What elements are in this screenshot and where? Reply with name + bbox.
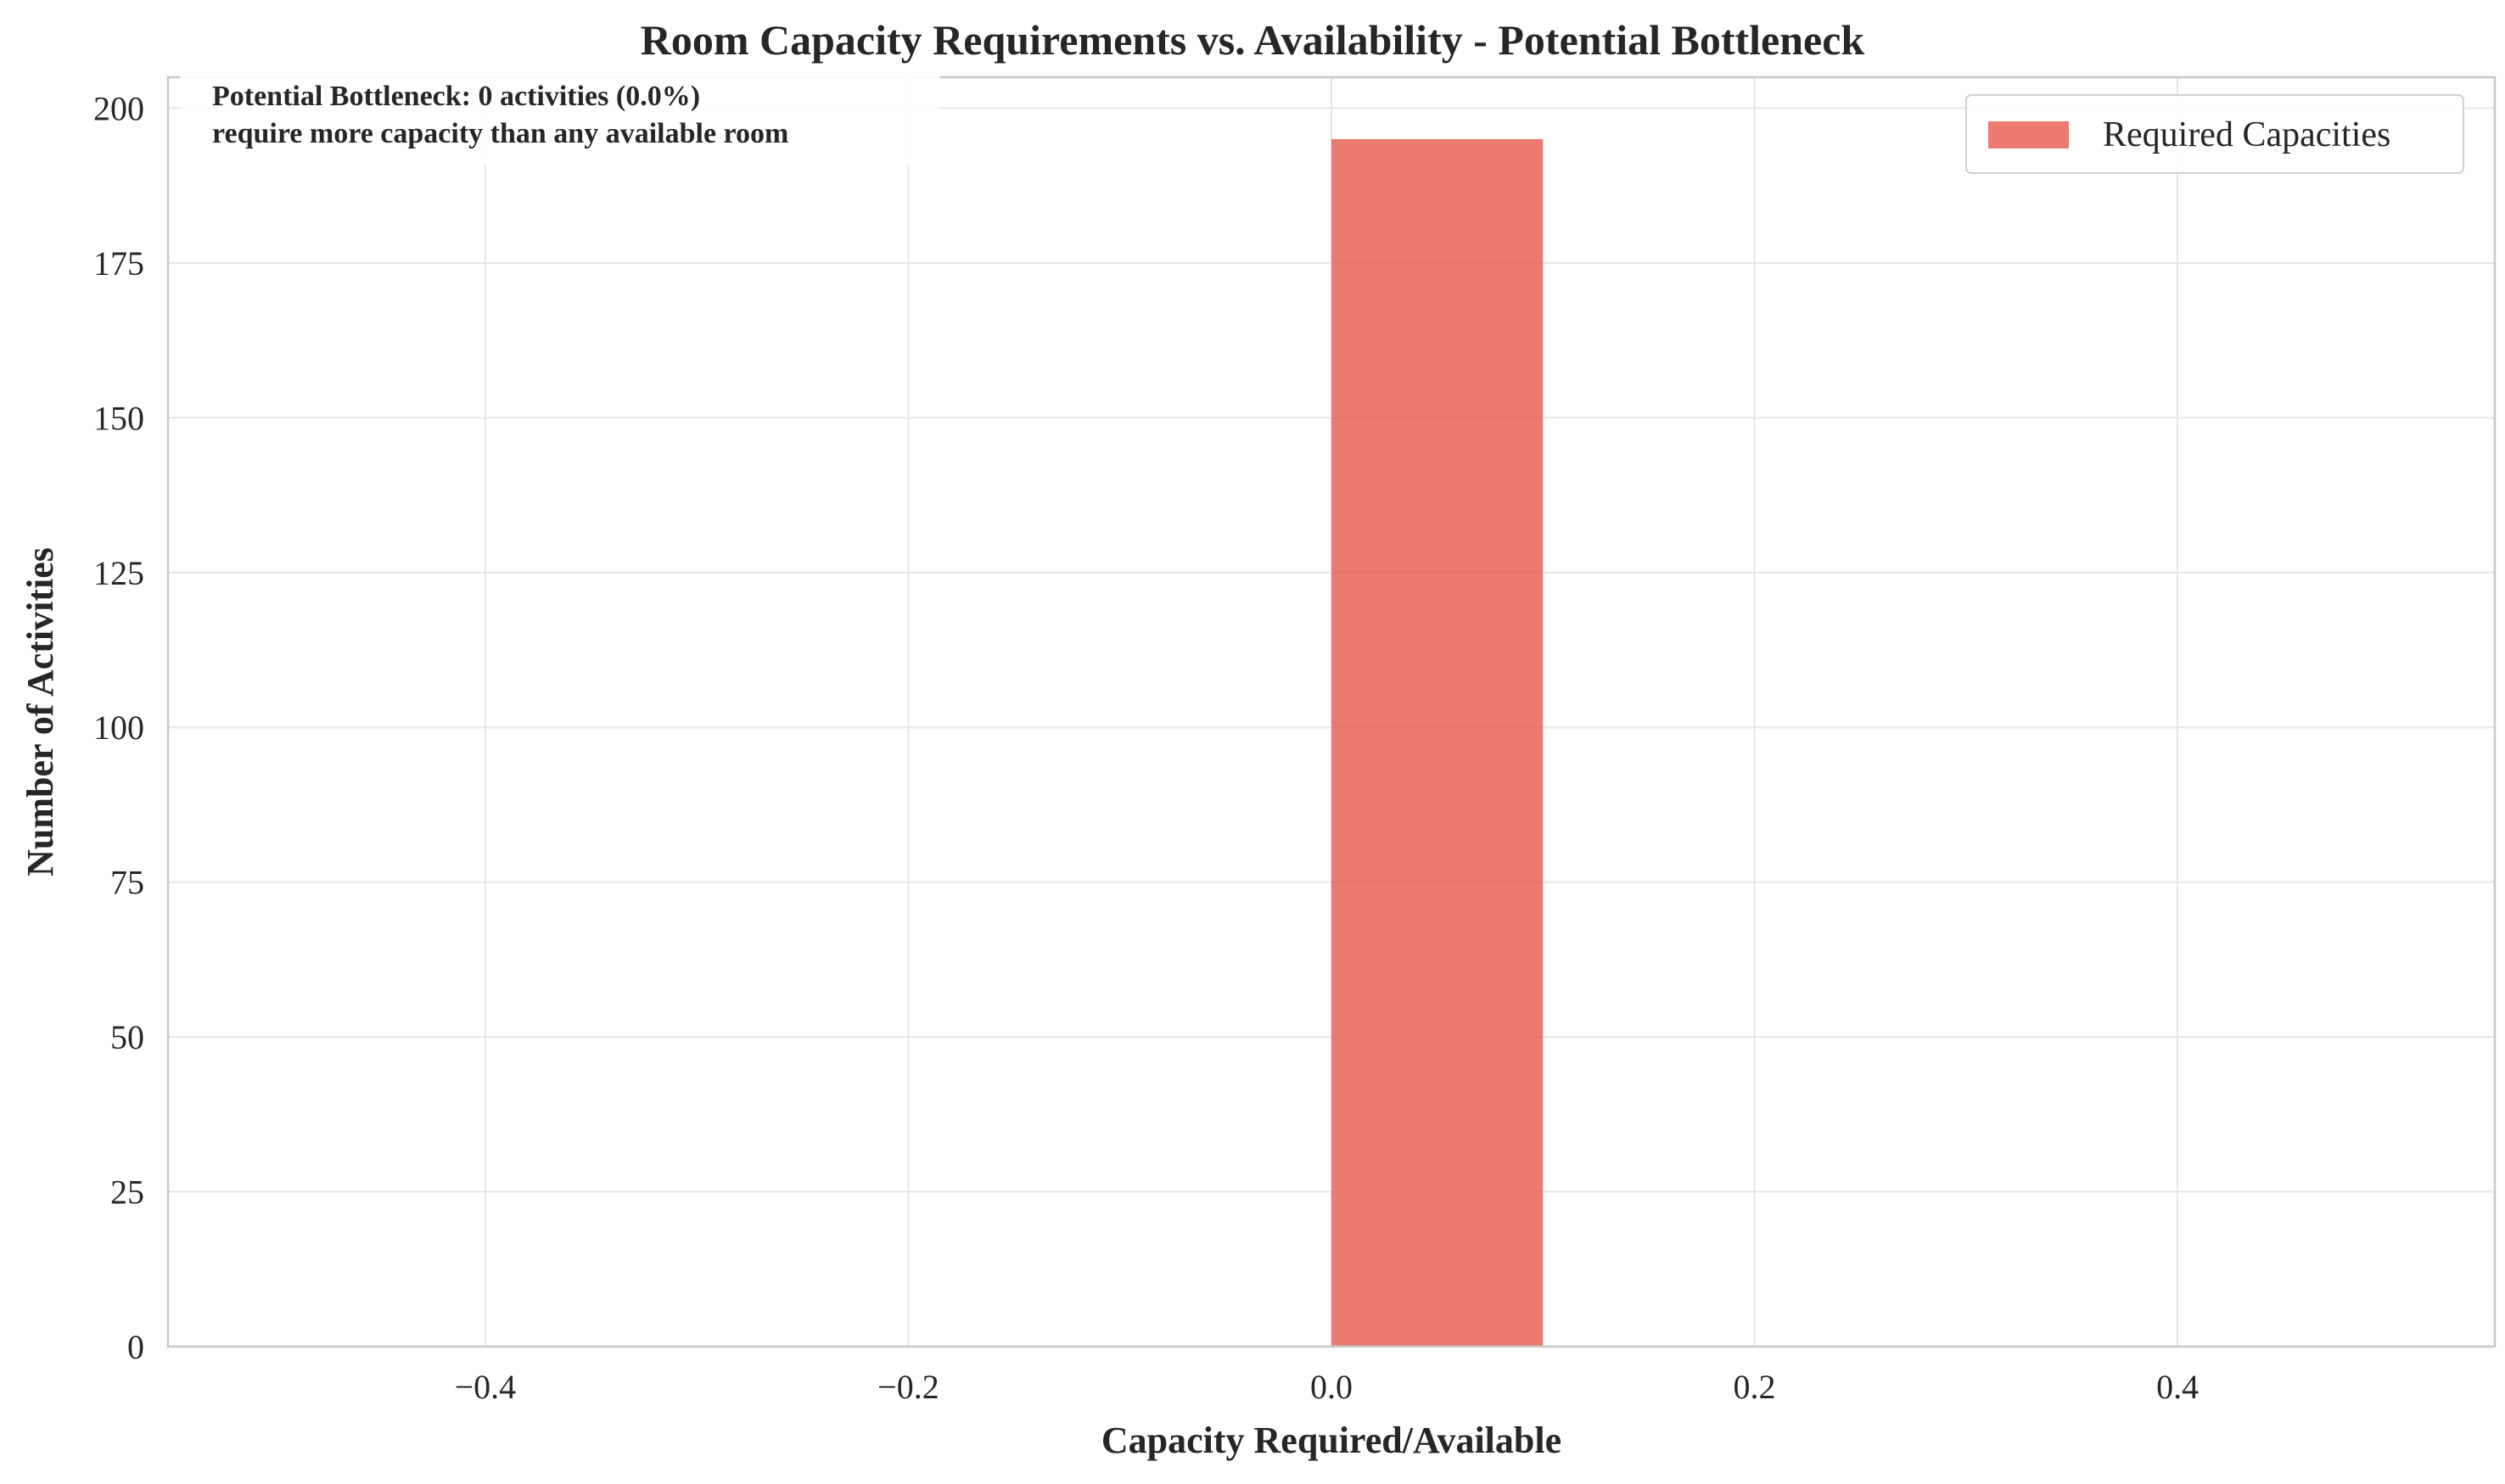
legend-swatch: [1988, 121, 2069, 148]
y-tick-label: 25: [110, 1173, 144, 1212]
y-tick-label: 0: [127, 1328, 144, 1366]
annotation-line-1: Potential Bottleneck: 0 activities (0.0%…: [212, 81, 700, 112]
y-tick-label: 125: [93, 554, 144, 592]
bars: [1331, 138, 1544, 1347]
y-tick-label: 200: [93, 89, 144, 127]
y-tick-label: 75: [110, 864, 144, 902]
annotation-box: Potential Bottleneck: 0 activities (0.0%…: [180, 71, 940, 165]
x-tick-label: −0.4: [455, 1368, 517, 1406]
chart-title: Room Capacity Requirements vs. Availabil…: [641, 16, 1865, 64]
x-tick-label: 0.0: [1310, 1368, 1353, 1406]
plot-frame: [166, 76, 2497, 1348]
legend-label: Required Capacities: [2103, 115, 2390, 154]
annotation-line-2: require more capacity than any available…: [212, 118, 788, 149]
y-tick-labels: 0 25 50 75 100 125 150 175 200: [93, 89, 144, 1366]
x-axis-label: Capacity Required/Available: [1101, 1420, 1561, 1461]
x-tick-labels: −0.4 −0.2 0.0 0.2 0.4: [455, 1368, 2199, 1406]
x-tick-label: 0.2: [1734, 1368, 1776, 1406]
y-tick-label: 50: [110, 1018, 144, 1056]
legend-frame: [1965, 94, 2464, 174]
y-tick-label: 150: [93, 399, 144, 437]
x-tick-label: −0.2: [877, 1368, 939, 1406]
y-axis-label: Number of Activities: [20, 547, 61, 876]
legend: Required Capacities: [1965, 94, 2464, 174]
x-tick-label: 0.4: [2156, 1368, 2199, 1406]
histogram-bar: [1331, 138, 1544, 1347]
y-tick-label: 100: [93, 708, 144, 747]
y-tick-label: 175: [93, 244, 144, 283]
